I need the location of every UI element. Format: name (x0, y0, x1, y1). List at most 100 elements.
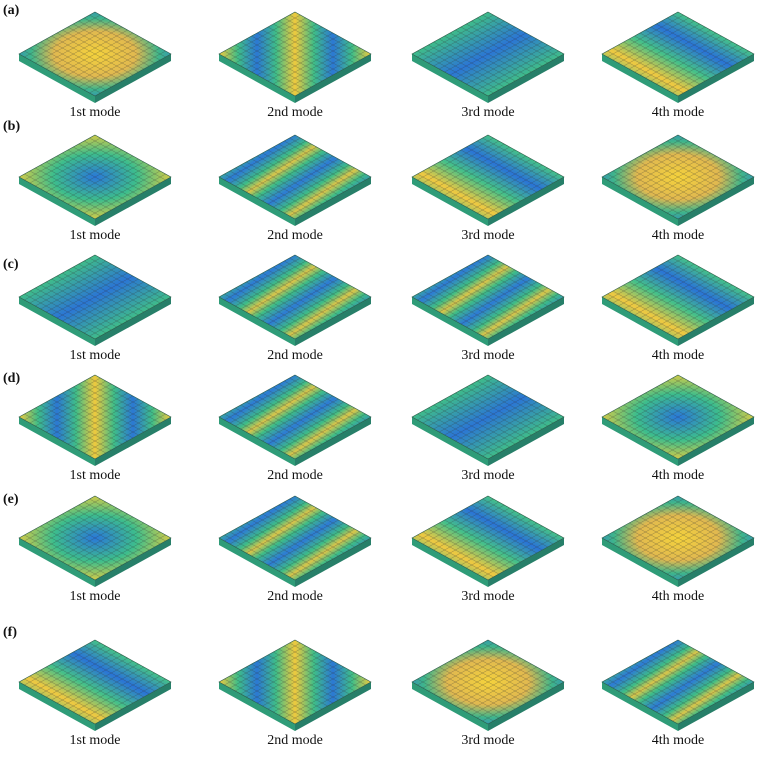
mesh-line (428, 167, 505, 211)
mesh-line (466, 404, 543, 448)
mesh-line (73, 507, 150, 551)
mesh-line (639, 516, 717, 560)
mesh-line (256, 660, 334, 704)
mesh-line (656, 404, 733, 448)
mesh-line (51, 158, 128, 202)
mesh-line (428, 407, 505, 451)
mesh-line (634, 663, 711, 707)
mesh-line (650, 161, 727, 205)
mesh-line (273, 164, 350, 208)
mesh-line (251, 158, 328, 202)
plate-surface (218, 134, 372, 220)
mesh-line (240, 404, 317, 448)
mesh-line (455, 663, 532, 707)
plate-surface (411, 254, 565, 340)
mesh-line (477, 675, 554, 719)
mesh-line (629, 281, 706, 325)
mode-shape (411, 134, 565, 226)
mesh-line (607, 413, 684, 457)
plate-surface (18, 254, 172, 340)
mesh-line (471, 383, 548, 427)
mesh-line (289, 257, 366, 301)
mesh-line (634, 392, 711, 436)
mesh-line (612, 645, 689, 689)
mesh-line (661, 167, 738, 211)
mesh-line (89, 173, 166, 217)
plate-side (19, 538, 95, 587)
mesh-line (455, 657, 532, 701)
mesh-line (267, 654, 344, 698)
mesh-line (273, 386, 350, 430)
mesh-line (35, 44, 112, 88)
row-label: (e) (3, 492, 19, 507)
mesh-line (612, 140, 689, 184)
mesh-line (51, 278, 128, 322)
mesh-line (89, 678, 166, 722)
mesh-line (278, 407, 355, 451)
row-label: (f) (3, 625, 17, 640)
mesh-line (278, 20, 355, 64)
mode-caption: 1st mode (70, 228, 121, 243)
mesh-line (67, 281, 144, 325)
plate-side (678, 682, 754, 731)
mesh-line (672, 642, 749, 686)
mesh-line (444, 35, 521, 79)
mesh-line (661, 504, 738, 548)
mesh-line (667, 410, 744, 454)
mesh-line (672, 293, 749, 337)
mesh-line (672, 173, 749, 217)
mesh-line (650, 149, 727, 193)
mesh-line (656, 386, 733, 430)
plate-surface (18, 374, 172, 460)
mesh-line (35, 672, 112, 716)
mesh-line (645, 519, 722, 563)
mesh-line (607, 137, 684, 181)
mesh-line (607, 14, 684, 58)
mesh-line (284, 260, 361, 304)
mesh-line (433, 146, 510, 190)
mode-shape (218, 374, 372, 466)
mesh-line (24, 534, 101, 578)
mode-caption: 4th mode (652, 733, 705, 748)
mode-shape (218, 639, 372, 731)
mesh-line (46, 26, 123, 70)
mesh-line (612, 410, 689, 454)
mesh-line (262, 657, 339, 701)
mesh-line (56, 660, 134, 704)
mesh-line (29, 531, 106, 575)
mesh-line (422, 645, 499, 689)
mesh-line (67, 161, 144, 205)
mesh-line (471, 528, 548, 572)
plate-side (295, 417, 371, 466)
mesh-line (46, 522, 123, 566)
mesh-line (612, 675, 689, 719)
plate-side (295, 177, 371, 226)
mode-caption: 4th mode (652, 348, 705, 363)
mesh-line (607, 50, 684, 94)
mesh-line (466, 651, 543, 695)
mesh-line (449, 32, 527, 76)
mesh-line (455, 35, 532, 79)
mesh-line (273, 41, 350, 85)
mesh-line (78, 287, 155, 331)
mesh-line (618, 528, 695, 572)
mesh-line (29, 140, 106, 184)
mesh-line (89, 14, 166, 58)
mode-shape (601, 495, 755, 587)
mode-caption: 3rd mode (461, 468, 514, 483)
mesh-line (629, 510, 706, 554)
mesh-line (629, 522, 706, 566)
mesh-line (73, 146, 150, 190)
mesh-line (24, 498, 101, 542)
mesh-line (224, 137, 301, 181)
mesh-line (51, 392, 128, 436)
mesh-line (417, 678, 494, 722)
mesh-line (256, 516, 334, 560)
mesh-line (439, 510, 516, 554)
mesh-line (650, 654, 727, 698)
mode-caption: 1st mode (70, 468, 121, 483)
mesh-line (256, 275, 334, 319)
plate-side (412, 297, 488, 346)
mesh-line (439, 26, 516, 70)
